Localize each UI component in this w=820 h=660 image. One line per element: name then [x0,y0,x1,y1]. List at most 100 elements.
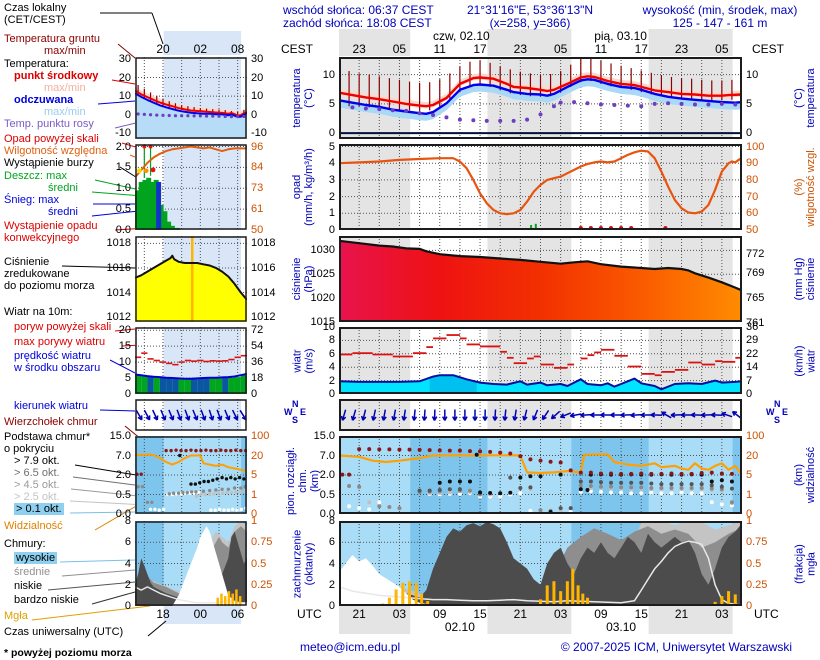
axis-tick: 5 [328,97,335,110]
sidebar-label: Wystąpienie opadu [4,220,98,232]
axis-tick: 10 [322,68,335,81]
location-coordinates: 21°31'16"E, 53°36'13"N [466,3,594,17]
time-label: 15 [634,607,648,621]
axis-tick: 36 [251,356,264,369]
sidebar-label: Temperatura gruntu [4,33,100,45]
time-label: 02 [193,42,208,56]
axis-tick: 0.75 [251,536,273,549]
axis-tick: 54 [251,340,264,353]
axis-tick: 0 [328,127,335,140]
axis-tick: 90 [746,157,759,170]
panel-mini-zach [135,521,247,606]
axis-tick: 1030 [310,244,335,257]
sidebar-label: do poziomu morza [4,280,95,292]
sidebar-label: punkt środkowy [14,70,99,82]
axis-title: ciśnienie (hPa) [291,257,315,301]
axis-tick: 0 [328,224,335,236]
time-label: 15 [473,607,487,621]
contact-email-link[interactable]: meteo@icm.edu.pl [300,640,401,654]
axis-tick: 96 [251,140,264,153]
axis-tick: 15 [118,340,131,353]
time-label: 00 [193,607,208,621]
axis-tick: 1.5 [115,161,131,174]
axis-tick: 10 [322,321,335,333]
axis-tick: 772 [746,247,765,260]
axis-tick: 2 [328,190,335,203]
axis-tick: 1016 [251,261,276,274]
cest-label-top-left: CEST [281,42,314,56]
sidebar-label: max/min [44,106,86,118]
axis-tick: 1018 [106,237,131,250]
axis-tick: -10 [115,127,131,140]
axis-tick: 0 [746,388,753,400]
axis-tick: 2 [328,374,335,387]
axis-tick: 6 [124,536,131,549]
altitude-values: 125 - 147 - 161 m [672,16,768,30]
axis-tick: 4 [328,557,335,570]
axis-tick: 0.0 [115,224,131,236]
axis-title: (°C) temperatura [793,68,817,128]
sidebar-label: Wiatr na 10m: [4,306,73,318]
sidebar-label: odczuwana [14,94,74,106]
sidebar-label: Deszcz: max [4,170,67,182]
sidebar-label: średnie [14,566,51,578]
axis-tick: 0.5 [115,488,131,501]
above-sea-level-note: * powyżej poziomu morza [4,647,132,659]
time-label: 05 [715,42,729,56]
axis-tick: 769 [746,266,765,279]
axis-tick: 22 [746,347,759,360]
sidebar-label: Temp. punktu rosy [4,118,94,130]
axis-tick: 4 [124,557,131,570]
time-label: 21 [513,607,528,621]
time-label: 21 [674,607,689,621]
axis-tick: 70 [746,190,759,203]
axis-tick: 2 [124,578,131,591]
axis-title: temperatura (°C) [291,68,315,128]
panel-mini-opad [135,144,247,230]
sidebar-label: Widzialność [4,520,63,532]
axis-tick: 72 [251,324,264,337]
axis-tick: 60 [746,207,759,220]
panel-mini-temp [135,57,247,139]
axis-title: pion. rozciągł. chm. (km) [285,447,321,515]
time-label: 08 [230,42,245,56]
axis-tick: 0.0 [115,508,131,520]
axis-tick: 20 [251,71,264,84]
axis-tick: 100 [251,430,270,442]
time-label: pią, 03.10 [594,29,647,43]
axis-tick: 1 [251,515,258,527]
sidebar-label: Temperatura: [4,58,69,70]
axis-tick: 2.0 [319,469,335,481]
axis-tick: 1 [746,488,753,501]
axis-tick: 1014 [106,286,131,299]
axis-tick: 1.0 [115,182,131,195]
altitude-label: wysokość (min, środek, max) [642,3,798,17]
sidebar-label: Mgła [4,610,28,622]
time-label: 03.10 [606,620,637,634]
time-label: 06 [230,607,245,621]
panel-main-temp [339,57,742,139]
sidebar-label: bardzo niskie [14,594,79,606]
axis-tick: 3 [328,173,335,186]
axis-tick: 8 [328,515,335,527]
axis-tick: 0 [251,508,258,520]
axis-tick: 2.0 [115,140,131,153]
time-label: 05 [553,42,568,56]
time-label: 03 [715,607,729,621]
axis-tick: 1 [746,515,753,527]
axis-tick: 0 [124,600,131,612]
axis-tick: 1012 [251,311,276,324]
panel-main-cloud [339,436,742,514]
axis-tick: 7.0 [319,449,335,462]
axis-tick: 5 [746,97,753,110]
sidebar-label: konwekcyjnego [4,232,80,244]
axis-tick: 0 [746,127,753,140]
axis-tick: 20 [746,449,759,462]
axis-tick: 30 [251,52,264,65]
panel-main-wind [339,327,742,394]
axis-tick: 0 [251,388,258,400]
axis-tick: 73 [251,182,264,195]
sidebar-label: max porywy wiatru [14,336,106,348]
axis-tick: 10 [251,90,264,103]
